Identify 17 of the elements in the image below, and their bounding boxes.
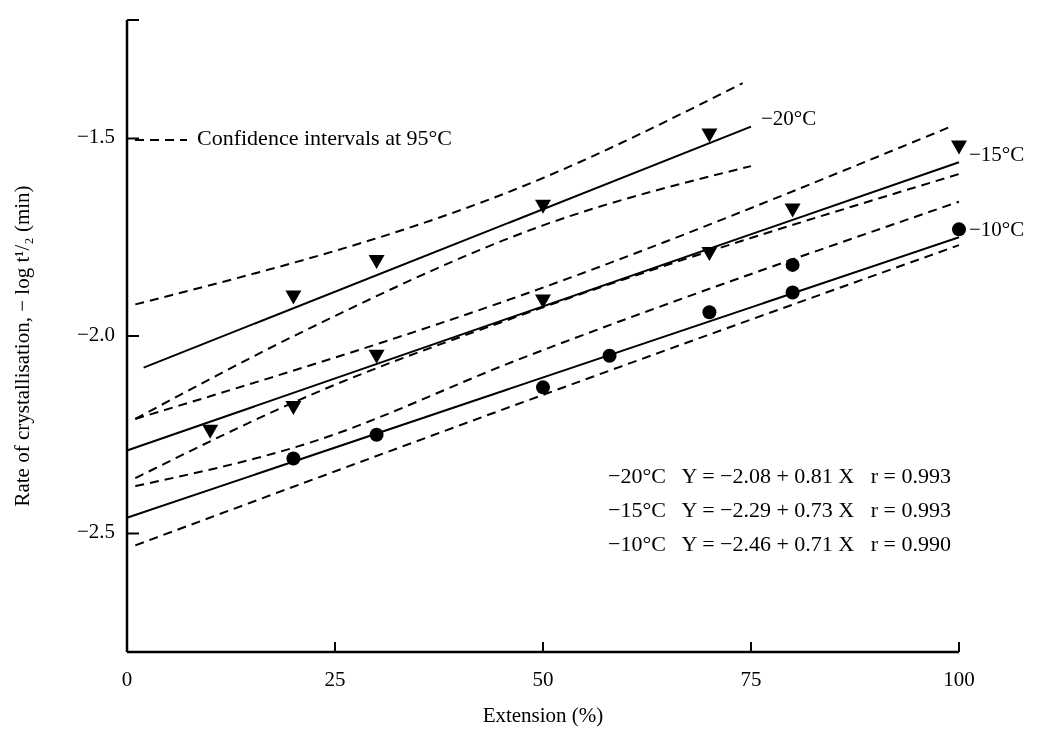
x-tick-label: 0 bbox=[121, 667, 133, 691]
x-tick-label: 100 bbox=[943, 667, 975, 691]
series-label: −10°C bbox=[969, 217, 1025, 242]
annotation: −15°C Y = −2.29 + 0.73 X r = 0.993 bbox=[608, 497, 951, 522]
series-label: −15°C bbox=[969, 142, 1025, 167]
x-tick-label: 75 bbox=[740, 667, 762, 691]
x-tick-label: 50 bbox=[532, 667, 554, 691]
legend-label: Confidence intervals at 95°C bbox=[197, 125, 453, 151]
series-label: −20°C bbox=[761, 106, 817, 131]
y-tick-label: −1.5 bbox=[76, 124, 115, 149]
annotation: −20°C Y = −2.08 + 0.81 X r = 0.993 bbox=[608, 463, 951, 488]
annotation: −10°C Y = −2.46 + 0.71 X r = 0.990 bbox=[608, 531, 951, 556]
x-axis-title: Extension (%) bbox=[482, 703, 604, 727]
y-tick-label: −2.5 bbox=[76, 519, 115, 544]
y-axis-title: Rate of crystallisation, − log t¹/₂ (min) bbox=[10, 185, 34, 507]
x-tick-label: 25 bbox=[324, 667, 346, 691]
y-tick-label: −2.0 bbox=[76, 321, 115, 346]
